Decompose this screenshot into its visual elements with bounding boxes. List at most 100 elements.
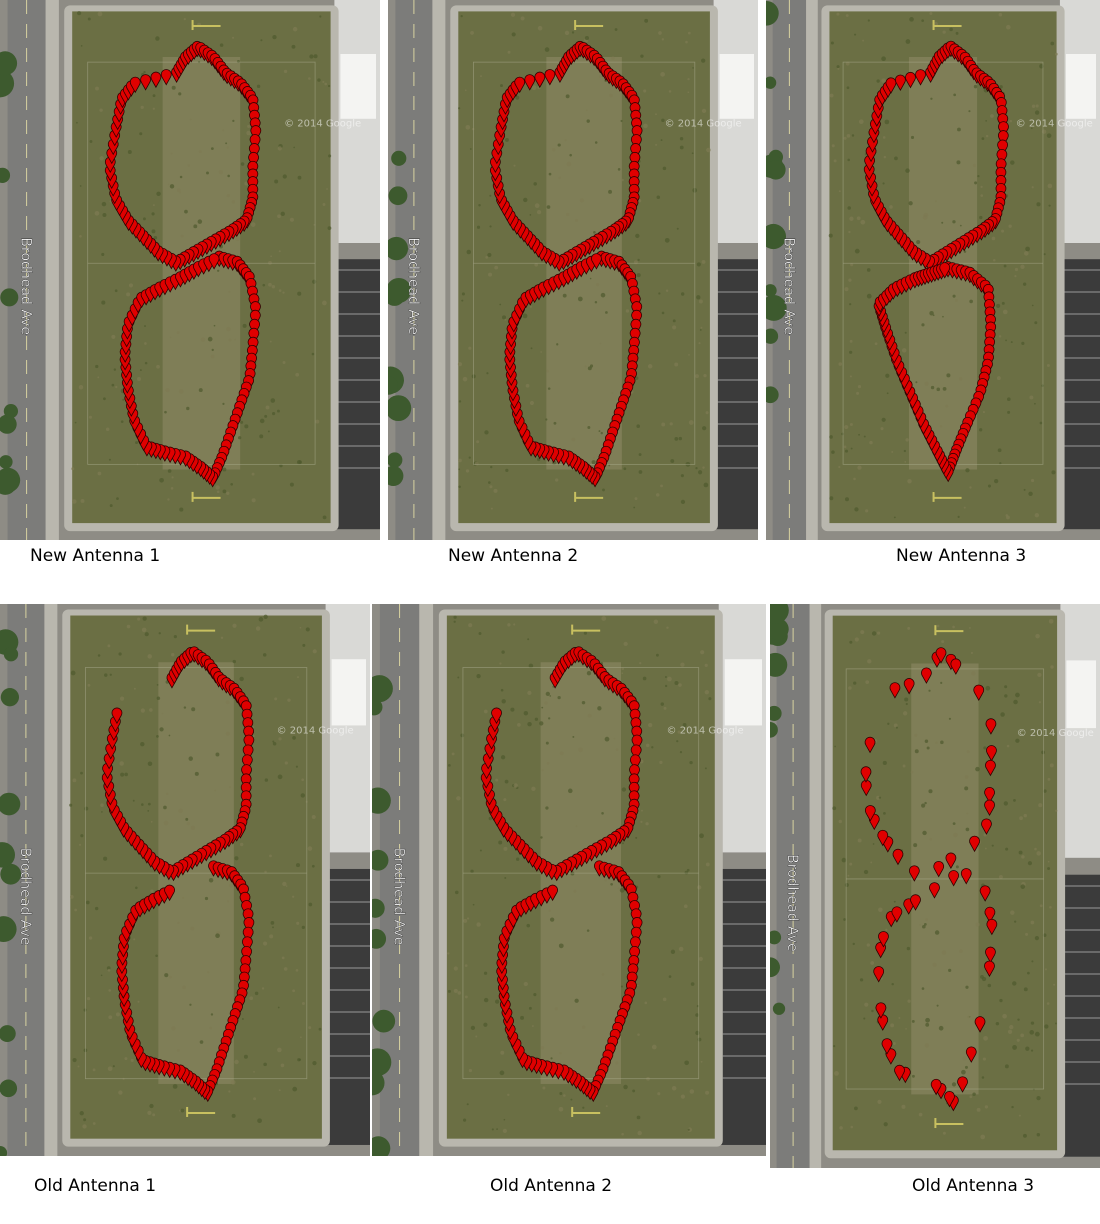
grass-speckle — [940, 681, 943, 684]
grass-speckle — [191, 707, 196, 712]
grass-speckle — [1007, 397, 1011, 401]
grass-speckle — [874, 342, 878, 346]
grass-speckle — [1047, 183, 1053, 189]
grass-speckle — [141, 803, 144, 806]
gps-marker-icon — [979, 885, 991, 902]
tree — [770, 957, 780, 978]
grass-speckle — [460, 15, 463, 18]
grass-speckle — [870, 861, 873, 864]
tree — [3, 647, 19, 662]
grass-speckle — [976, 1107, 981, 1112]
grass-speckle — [300, 793, 305, 798]
grass-speckle — [490, 465, 493, 469]
grass-speckle — [95, 364, 99, 369]
grass-speckle — [866, 943, 870, 947]
grass-speckle — [929, 11, 933, 16]
grass-speckle — [854, 637, 859, 642]
grass-speckle — [265, 405, 270, 410]
sidewalk — [806, 0, 818, 540]
tree — [0, 842, 15, 868]
grass-speckle — [593, 456, 595, 459]
grass-speckle — [295, 969, 299, 972]
gps-marker-icon — [249, 318, 260, 336]
grass-speckle — [953, 832, 958, 838]
grass-speckle — [102, 212, 107, 217]
grass-speckle — [660, 139, 663, 142]
grass-speckle — [544, 701, 548, 705]
grass-speckle — [107, 644, 111, 648]
grass-speckle — [545, 741, 549, 745]
grass-speckle — [685, 40, 688, 44]
grass-speckle — [907, 479, 912, 484]
grass-speckle — [829, 496, 834, 501]
grass-speckle — [272, 926, 274, 929]
grass-speckle — [504, 779, 509, 784]
grass-speckle — [79, 1111, 84, 1116]
grass-speckle — [109, 504, 113, 508]
grass-speckle — [952, 822, 956, 826]
grass-speckle — [887, 722, 890, 725]
tree — [0, 69, 15, 98]
grass-speckle — [483, 971, 488, 975]
gps-marker-icon — [243, 734, 255, 752]
grass-speckle — [1041, 129, 1047, 134]
grass-speckle — [147, 761, 153, 767]
grass-speckle — [540, 836, 543, 839]
grass-speckle — [301, 925, 305, 930]
grass-speckle — [186, 406, 190, 411]
grass-speckle — [140, 741, 145, 747]
grass-speckle — [226, 326, 231, 332]
grass-speckle — [151, 229, 156, 234]
grass-speckle — [297, 175, 302, 180]
grass-speckle — [147, 1110, 152, 1115]
grass-speckle — [546, 205, 551, 209]
grass-speckle — [919, 923, 921, 926]
grass-speckle — [240, 162, 245, 166]
gps-marker-icon — [111, 707, 123, 724]
grass-speckle — [1006, 744, 1010, 748]
grass-speckle — [548, 172, 552, 176]
grass-speckle — [1050, 41, 1055, 46]
grass-speckle — [578, 747, 583, 753]
grass-speckle — [178, 389, 184, 394]
grass-speckle — [255, 626, 261, 631]
grass-speckle — [832, 806, 837, 811]
grass-speckle — [299, 626, 302, 629]
grass-speckle — [966, 812, 969, 815]
grass-speckle — [595, 283, 600, 287]
gps-marker-icon — [150, 71, 162, 89]
tree — [372, 1136, 391, 1156]
grass-speckle — [864, 1002, 869, 1007]
grass-speckle — [993, 258, 996, 262]
grass-speckle — [549, 695, 552, 697]
grass-speckle — [863, 435, 866, 438]
gps-marker-icon — [241, 764, 252, 781]
grass-speckle — [860, 219, 866, 225]
grass-speckle — [156, 735, 159, 738]
gps-marker-icon — [997, 139, 1008, 156]
grass-speckle — [74, 421, 77, 424]
grass-speckle — [704, 690, 710, 695]
grass-speckle — [152, 94, 156, 98]
gps-marker-icon — [629, 708, 641, 726]
grass-speckle — [457, 991, 462, 995]
grass-speckle — [282, 174, 287, 179]
grass-speckle — [585, 109, 588, 112]
grass-speckle — [79, 234, 82, 238]
grass-speckle — [987, 484, 992, 488]
grass-speckle — [504, 137, 509, 142]
grass-speckle — [504, 877, 507, 879]
grass-speckle — [582, 1106, 585, 1109]
grass-speckle — [854, 33, 857, 36]
grass-speckle — [559, 1092, 563, 1096]
grass-speckle — [601, 616, 607, 621]
gps-track — [860, 647, 998, 1112]
grass-speckle — [1031, 104, 1036, 108]
gps-track — [104, 40, 262, 488]
tree — [766, 284, 777, 297]
building-roof — [340, 54, 376, 119]
grass-speckle — [152, 204, 155, 207]
grass-speckle — [99, 156, 104, 161]
grass-speckle — [83, 1118, 87, 1122]
grass-speckle — [882, 760, 887, 766]
